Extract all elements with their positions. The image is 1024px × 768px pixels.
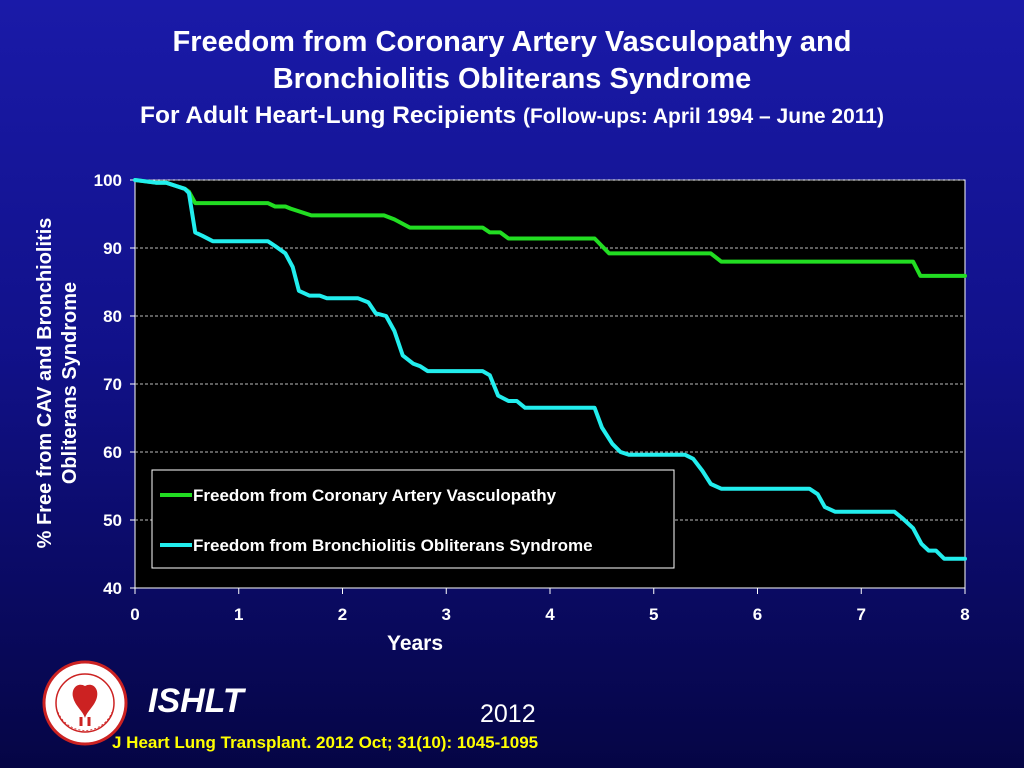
x-tick-label: 8 bbox=[960, 605, 969, 624]
y-axis-label: % Free from CAV and Bronchiolitis Oblite… bbox=[33, 173, 83, 593]
org-name: ISHLT bbox=[148, 682, 244, 720]
subtitle-main: For Adult Heart-Lung Recipients bbox=[140, 102, 517, 129]
y-axis-label-line1: % Free from CAV and Bronchiolitis bbox=[34, 217, 56, 549]
legend-label: Freedom from Coronary Artery Vasculopath… bbox=[193, 486, 557, 505]
x-axis-label: Years bbox=[387, 632, 443, 655]
x-tick-label: 2 bbox=[338, 605, 347, 624]
y-tick-label: 60 bbox=[103, 443, 122, 462]
x-tick-label: 5 bbox=[649, 605, 658, 624]
ishlt-logo bbox=[42, 660, 128, 751]
legend-label: Freedom from Bronchiolitis Obliterans Sy… bbox=[193, 536, 593, 555]
y-tick-label: 100 bbox=[94, 171, 122, 190]
ishlt-seal-icon bbox=[42, 660, 128, 746]
x-tick-label: 3 bbox=[442, 605, 451, 624]
x-tick-label: 7 bbox=[857, 605, 866, 624]
x-tick-label: 1 bbox=[234, 605, 243, 624]
slide-year: 2012 bbox=[480, 700, 536, 728]
journal-citation: J Heart Lung Transplant. 2012 Oct; 31(10… bbox=[112, 733, 539, 752]
slide-subtitle: For Adult Heart-Lung Recipients (Follow-… bbox=[0, 100, 1024, 133]
x-tick-label: 4 bbox=[545, 605, 555, 624]
slide-title-line1: Freedom from Coronary Artery Vasculopath… bbox=[172, 26, 852, 58]
y-tick-label: 40 bbox=[103, 579, 122, 598]
y-tick-label: 90 bbox=[103, 239, 122, 258]
x-tick-label: 0 bbox=[130, 605, 139, 624]
slide-title-line2: Bronchiolitis Obliterans Syndrome bbox=[272, 63, 752, 95]
y-axis-label-line2: Obliterans Syndrome bbox=[59, 281, 81, 485]
bos-series-line bbox=[133, 178, 967, 561]
subtitle-follow-up: (Follow-ups: April 1994 – June 2011) bbox=[522, 105, 884, 128]
x-tick-label: 6 bbox=[753, 605, 762, 624]
y-tick-label: 50 bbox=[103, 511, 122, 530]
cav-series-line bbox=[133, 178, 967, 278]
legend-box bbox=[151, 469, 675, 569]
y-tick-label: 70 bbox=[103, 375, 122, 394]
y-tick-label: 80 bbox=[103, 307, 122, 326]
slide-title-block: Freedom from Coronary Artery Vasculopath… bbox=[0, 24, 1024, 133]
